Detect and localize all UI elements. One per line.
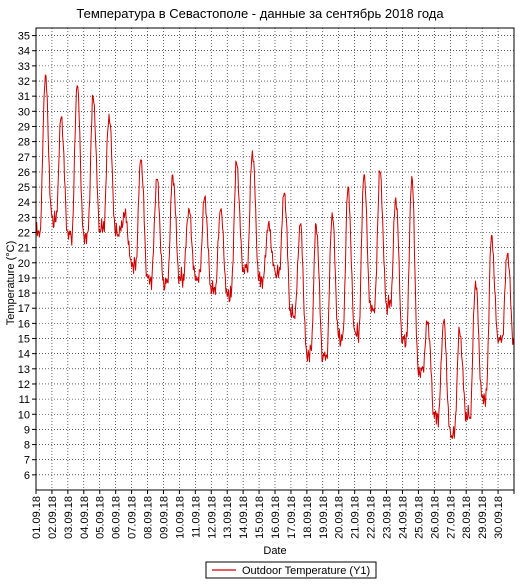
- x-tick-label: 20.09.18: [334, 496, 346, 539]
- x-tick-label: 07.09.18: [127, 496, 139, 539]
- x-tick-label: 15.09.18: [254, 496, 266, 539]
- x-tick-label: 21.09.18: [350, 496, 362, 539]
- y-tick-label: 10: [18, 409, 30, 421]
- y-tick-label: 26: [18, 167, 30, 179]
- y-tick-label: 11: [19, 394, 30, 406]
- x-tick-label: 05.09.18: [95, 496, 107, 539]
- x-tick-label: 10.09.18: [174, 496, 186, 539]
- x-tick-label: 06.09.18: [111, 496, 123, 539]
- x-tick-label: 22.09.18: [366, 496, 378, 539]
- y-tick-label: 12: [18, 379, 30, 391]
- x-tick-label: 19.09.18: [318, 496, 330, 539]
- x-tick-label: 24.09.18: [397, 496, 409, 539]
- legend: Outdoor Temperature (Y1): [205, 561, 377, 579]
- y-tick-label: 35: [18, 31, 30, 43]
- y-tick-label: 28: [18, 137, 30, 149]
- series-line-outdoor-temperature: [35, 74, 515, 439]
- x-tick-label: 03.09.18: [63, 496, 75, 539]
- chart-title: Температура в Севастополе - данные за се…: [76, 6, 444, 21]
- y-tick-label: 6: [24, 470, 30, 482]
- x-tick-label: 25.09.18: [413, 496, 425, 539]
- x-tick-label: 11.09.18: [190, 496, 202, 538]
- x-tick-label: 08.09.18: [143, 496, 155, 539]
- y-tick-label: 33: [18, 61, 30, 73]
- y-axis-title: Temperature (°C): [5, 241, 17, 325]
- y-tick-label: 15: [18, 334, 30, 346]
- y-tick-label: 19: [18, 273, 30, 285]
- y-tick-label: 13: [18, 364, 30, 376]
- x-tick-label: 28.09.18: [461, 496, 473, 539]
- legend-box: [205, 561, 377, 579]
- grid: [36, 28, 514, 490]
- x-tick-label: 09.09.18: [158, 496, 170, 539]
- y-tick-label: 23: [18, 212, 30, 224]
- y-tick-label: 29: [18, 121, 30, 133]
- x-tick-label: 17.09.18: [286, 496, 298, 539]
- plot-frame: [35, 27, 515, 491]
- x-tick-label: 04.09.18: [79, 496, 91, 539]
- x-axis-title: Date: [263, 545, 286, 557]
- x-tick-label: 12.09.18: [206, 496, 218, 539]
- legend-label: Outdoor Temperature (Y1): [242, 565, 370, 577]
- x-tick-labels: 01.09.18 02.09.18 03.09.18 04.09.18 05.09.18…: [31, 496, 505, 539]
- x-tick-label: 01.09.18: [31, 496, 43, 539]
- x-tick-label: 23.09.18: [382, 496, 394, 539]
- y-tick-label: 18: [18, 288, 30, 300]
- y-tick-label: 32: [18, 76, 30, 88]
- x-tick-label: 14.09.18: [238, 496, 250, 539]
- x-tick-label: 18.09.18: [302, 496, 314, 539]
- y-tick-label: 34: [18, 46, 30, 58]
- y-tick-label: 21: [18, 243, 30, 255]
- y-tick-label: 9: [24, 424, 30, 436]
- x-tick-label: 02.09.18: [47, 496, 59, 539]
- y-tick-label: 25: [18, 182, 30, 194]
- series-layer: [35, 74, 515, 439]
- y-tick-label: 8: [24, 440, 30, 452]
- y-tick-label: 17: [18, 303, 30, 315]
- x-tick-label: 29.09.18: [477, 496, 489, 539]
- y-tick-label: 30: [18, 106, 30, 118]
- y-tick-label: 14: [18, 349, 30, 361]
- x-tick-label: 26.09.18: [429, 496, 441, 539]
- y-tick-label: 31: [18, 91, 30, 103]
- x-tick-label: 30.09.18: [493, 496, 505, 539]
- x-tick-label: 13.09.18: [222, 496, 234, 539]
- y-tick-labels: 6 7 8 9 10 11 12 13 14 15 16 17 18 19 20 21 22 23 24 25 26 27…: [18, 31, 30, 482]
- y-tick-label: 20: [18, 258, 30, 270]
- x-tick-label: 27.09.18: [445, 496, 457, 539]
- y-tick-label: 16: [18, 318, 30, 330]
- y-tick-label: 7: [24, 455, 30, 467]
- y-tick-label: 24: [18, 197, 30, 209]
- axes: [32, 27, 515, 494]
- y-tick-label: 27: [18, 152, 30, 164]
- y-tick-label: 22: [18, 227, 30, 239]
- x-tick-label: 16.09.18: [270, 496, 282, 539]
